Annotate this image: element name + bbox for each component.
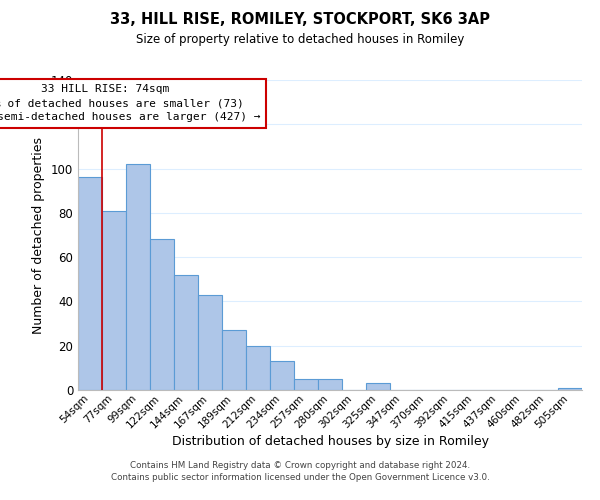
- Bar: [102, 210, 126, 390]
- Text: Contains HM Land Registry data © Crown copyright and database right 2024.
Contai: Contains HM Land Registry data © Crown c…: [110, 461, 490, 482]
- Bar: [150, 240, 174, 390]
- Y-axis label: Number of detached properties: Number of detached properties: [32, 136, 45, 334]
- Bar: [246, 346, 270, 390]
- Bar: [270, 361, 294, 390]
- Bar: [174, 275, 198, 390]
- Bar: [294, 379, 318, 390]
- Text: 33, HILL RISE, ROMILEY, STOCKPORT, SK6 3AP: 33, HILL RISE, ROMILEY, STOCKPORT, SK6 3…: [110, 12, 490, 28]
- Bar: [222, 330, 246, 390]
- Bar: [78, 178, 102, 390]
- Bar: [318, 379, 342, 390]
- Bar: [558, 388, 582, 390]
- Bar: [198, 295, 222, 390]
- Text: Size of property relative to detached houses in Romiley: Size of property relative to detached ho…: [136, 32, 464, 46]
- Text: 33 HILL RISE: 74sqm
← 14% of detached houses are smaller (73)
84% of semi-detach: 33 HILL RISE: 74sqm ← 14% of detached ho…: [0, 84, 260, 122]
- X-axis label: Distribution of detached houses by size in Romiley: Distribution of detached houses by size …: [172, 435, 488, 448]
- Bar: [126, 164, 150, 390]
- Bar: [366, 384, 390, 390]
